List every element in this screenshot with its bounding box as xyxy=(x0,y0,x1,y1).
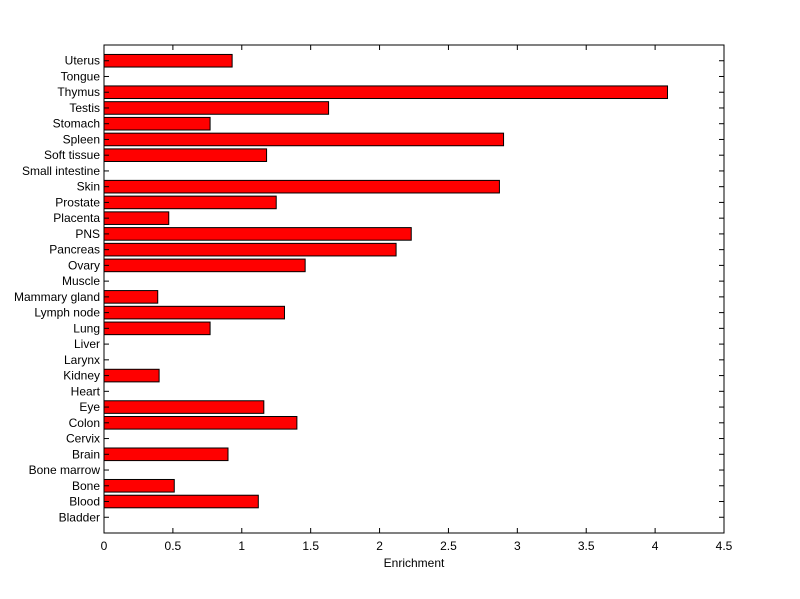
y-tick-label-uterus: Uterus xyxy=(65,54,100,68)
bar-spleen xyxy=(103,132,505,147)
x-tick-label: 1.5 xyxy=(302,539,319,553)
y-tick-label-pancreas: Pancreas xyxy=(49,243,100,257)
bar-colon xyxy=(103,416,298,430)
bar-kidney xyxy=(103,368,160,383)
bar-placenta xyxy=(103,211,170,225)
y-tick-label-heart: Heart xyxy=(71,384,101,398)
y-tick-label-bone: Bone xyxy=(72,479,100,493)
bar-soft-tissue xyxy=(103,148,268,162)
y-tick-label-muscle: Muscle xyxy=(62,274,100,288)
plot-frame xyxy=(103,44,725,534)
x-tick-label: 4 xyxy=(652,539,659,553)
x-tick-label: 4.5 xyxy=(716,539,733,553)
x-tick-label: 0 xyxy=(101,539,108,553)
bar-lymph-node xyxy=(103,305,285,320)
bar-pns xyxy=(103,227,412,241)
y-tick-label-skin: Skin xyxy=(77,180,100,194)
y-tick-label-liver: Liver xyxy=(74,337,100,351)
y-tick-label-tongue: Tongue xyxy=(61,69,101,83)
y-tick-label-colon: Colon xyxy=(69,416,100,430)
y-tick-label-cervix: Cervix xyxy=(66,432,100,446)
y-tick-label-blood: Blood xyxy=(69,495,100,509)
y-tick-label-prostate: Prostate xyxy=(55,195,100,209)
x-tick-label: 1 xyxy=(238,539,245,553)
bar-lung xyxy=(103,321,211,336)
bar-brain xyxy=(103,447,229,462)
y-tick-label-pns: PNS xyxy=(75,227,100,241)
y-tick-label-kidney: Kidney xyxy=(63,369,100,383)
y-tick-label-lung: Lung xyxy=(73,321,100,335)
bar-eye xyxy=(103,400,265,414)
y-tick-label-placenta: Placenta xyxy=(53,211,100,225)
y-tick-label-ovary: Ovary xyxy=(68,258,100,272)
y-tick-label-bone-marrow: Bone marrow xyxy=(29,463,101,477)
x-tick-label: 2.5 xyxy=(440,539,457,553)
y-tick-label-testis: Testis xyxy=(69,101,100,115)
y-tick-label-larynx: Larynx xyxy=(64,353,100,367)
y-tick-label-spleen: Spleen xyxy=(63,132,100,146)
y-tick-label-bladder: Bladder xyxy=(59,510,100,524)
bar-skin xyxy=(103,179,500,194)
x-tick-label: 3 xyxy=(514,539,521,553)
x-tick-label: 3.5 xyxy=(578,539,595,553)
y-tick-label-lymph-node: Lymph node xyxy=(34,306,100,320)
bar-blood xyxy=(103,494,259,509)
y-tick-label-soft-tissue: Soft tissue xyxy=(44,148,100,162)
bar-stomach xyxy=(103,116,211,131)
y-tick-label-eye: Eye xyxy=(79,400,100,414)
bar-prostate xyxy=(103,195,277,210)
bar-ovary xyxy=(103,258,306,273)
y-tick-label-small-intestine: Small intestine xyxy=(22,164,100,178)
x-axis-title: Enrichment xyxy=(384,556,445,570)
x-tick-label: 2 xyxy=(376,539,383,553)
y-tick-label-mammary-gland: Mammary gland xyxy=(14,290,100,304)
bar-testis xyxy=(103,101,330,115)
bar-uterus xyxy=(103,53,233,68)
x-tick-label: 0.5 xyxy=(165,539,182,553)
bar-mammary-gland xyxy=(103,290,159,304)
bar-pancreas xyxy=(103,242,397,257)
bar-bone xyxy=(103,478,175,493)
y-tick-label-thymus: Thymus xyxy=(57,85,100,99)
bar-thymus xyxy=(103,85,669,100)
y-tick-label-stomach: Stomach xyxy=(53,117,100,131)
y-tick-label-brain: Brain xyxy=(72,447,100,461)
